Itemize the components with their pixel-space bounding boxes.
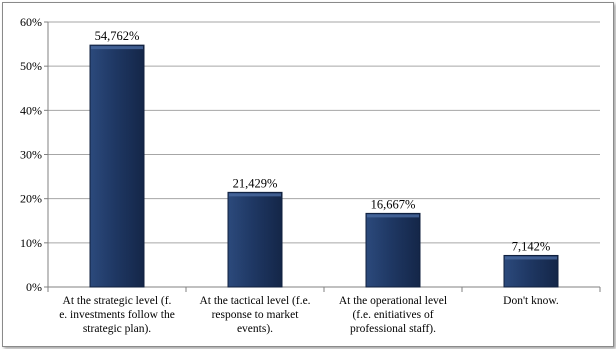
category-label: At the strategic level (f. e. investments… (59, 295, 175, 335)
bar (503, 254, 559, 288)
category-label-line: e. investments follow the (59, 309, 175, 321)
category-label-line: response to market (212, 309, 300, 321)
category-label-line: At the operational level (339, 295, 447, 307)
category-label-line: At the strategic level (f. (63, 295, 172, 307)
bar-top-highlight (91, 46, 143, 50)
bars (89, 44, 559, 288)
bar (227, 191, 283, 288)
category-labels: At the strategic level (f. e. investments… (59, 295, 559, 335)
data-label: 16,667% (371, 197, 416, 211)
category-label-line: (f.e. enitiatives of (352, 309, 433, 321)
category-label-line: events). (237, 323, 273, 335)
bar-top-highlight (229, 193, 281, 197)
category-label-line: professional staff). (350, 323, 436, 335)
bar (89, 44, 145, 288)
category-label: At the tactical level (f.e. response to m… (199, 295, 310, 335)
y-tick-label: 60% (20, 15, 42, 29)
data-labels: 54,762% 21,429% 16,667% 7,142% (95, 29, 551, 253)
y-tick-label: 20% (20, 192, 42, 206)
category-label-line: At the tactical level (f.e. (199, 295, 310, 307)
category-label-line: strategic plan). (83, 323, 151, 335)
y-tick-label: 0% (26, 280, 42, 294)
category-label-line: Don't know. (503, 295, 559, 307)
y-tick-label: 30% (20, 148, 42, 162)
y-tick-label: 40% (20, 103, 42, 117)
bar-top-highlight (367, 214, 419, 218)
category-label: At the operational level (f.e. enitiative… (339, 295, 447, 335)
bar (365, 212, 421, 288)
y-tick-label: 10% (20, 236, 42, 250)
y-tick-label: 50% (20, 59, 42, 73)
data-label: 54,762% (95, 29, 140, 43)
data-label: 21,429% (233, 176, 278, 190)
category-label: Don't know. (503, 295, 559, 307)
y-tick-labels: 0% 10% 20% 30% 40% 50% 60% (20, 15, 42, 294)
data-label: 7,142% (512, 239, 551, 253)
bar-top-highlight (505, 256, 557, 260)
